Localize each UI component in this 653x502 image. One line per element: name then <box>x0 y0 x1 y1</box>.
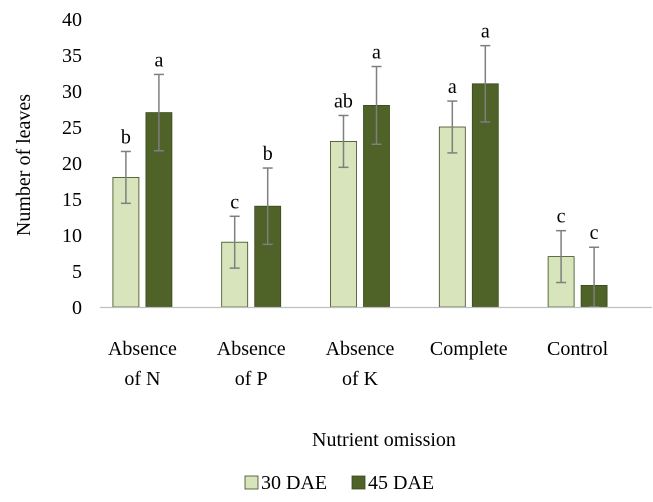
legend-label: 30 DAE <box>261 472 327 494</box>
significance-letter: a <box>154 49 163 71</box>
legend-swatch <box>351 475 366 490</box>
legend: 30 DAE 45 DAE <box>244 472 434 494</box>
significance-letter: c <box>590 222 599 244</box>
y-tick-label: 15 <box>62 189 82 211</box>
legend-swatch <box>244 475 259 490</box>
y-tick-label: 20 <box>62 153 82 175</box>
significance-letter: b <box>263 143 273 165</box>
significance-letter: c <box>557 206 566 228</box>
significance-letter: a <box>372 42 381 64</box>
bar <box>438 126 466 308</box>
significance-letter: ab <box>334 90 353 112</box>
y-axis-title: Number of leaves <box>13 94 35 236</box>
y-tick-label: 25 <box>62 117 82 139</box>
x-tick-label: Absence <box>217 338 286 360</box>
significance-letter: c <box>230 191 239 213</box>
y-axis-ticks: 0 5 10 15 20 25 30 35 40 <box>62 9 82 319</box>
significance-letter: a <box>481 21 490 43</box>
significance-letter: b <box>121 126 131 148</box>
x-axis-title: Nutrient omission <box>312 429 456 451</box>
significance-letters: b a c b ab a a a c c <box>121 21 599 245</box>
x-tick-label: of P <box>235 368 268 390</box>
x-tick-label: of K <box>342 368 379 390</box>
x-tick-label: of N <box>124 368 160 390</box>
significance-letter: a <box>448 76 457 98</box>
legend-label: 45 DAE <box>368 472 434 494</box>
y-tick-label: 5 <box>72 261 82 283</box>
x-tick-label: Absence <box>108 338 177 360</box>
y-tick-label: 10 <box>62 225 82 247</box>
y-tick-label: 0 <box>72 297 82 319</box>
x-tick-label: Control <box>547 338 609 360</box>
y-tick-label: 40 <box>62 9 82 31</box>
x-tick-label: Complete <box>430 338 508 360</box>
bars <box>112 83 608 308</box>
y-tick-label: 30 <box>62 81 82 103</box>
x-tick-label: Absence <box>326 338 395 360</box>
error-bars <box>120 44 600 308</box>
x-axis-categories: Absence of N Absence of P Absence of K Complet… <box>108 338 609 390</box>
bar <box>254 205 282 308</box>
y-tick-label: 35 <box>62 45 82 67</box>
